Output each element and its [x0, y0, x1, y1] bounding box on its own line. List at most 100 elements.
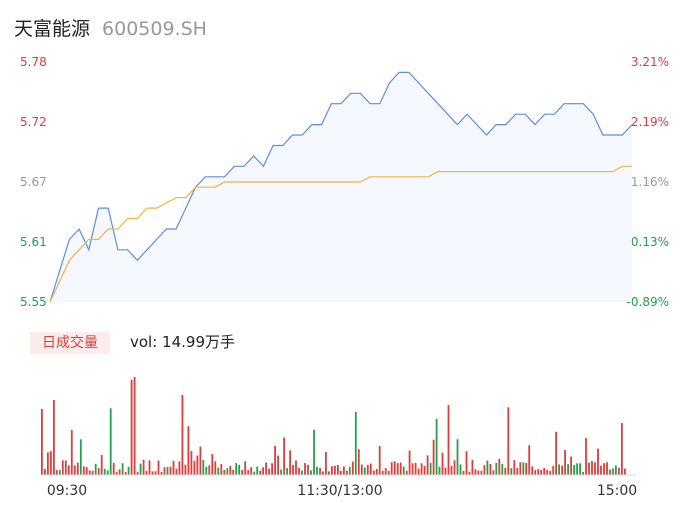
volume-bar	[109, 408, 112, 475]
volume-bar	[346, 470, 348, 475]
volume-bar	[220, 464, 223, 475]
volume-bar	[190, 451, 193, 475]
volume-bar	[438, 467, 441, 475]
volume-bar	[223, 470, 226, 475]
volume-bar	[582, 471, 584, 475]
volume-bars	[41, 377, 626, 476]
volume-bar	[390, 462, 393, 475]
y-axis-left: 5.78 5.72 5.67 5.61 5.55	[20, 55, 47, 309]
volume-bar	[348, 466, 351, 475]
volume-bar	[94, 463, 97, 475]
volume-bar	[322, 471, 324, 475]
volume-bar	[573, 465, 575, 475]
volume-bar	[591, 461, 593, 475]
volume-bar	[208, 465, 211, 475]
volume-bar	[178, 461, 181, 475]
volume-bar	[489, 464, 492, 475]
volume-bar	[64, 460, 67, 475]
volume-bar	[594, 462, 596, 475]
volume-bar	[181, 395, 184, 475]
volume-bar	[585, 438, 587, 475]
volume-bar	[50, 451, 52, 475]
volume-bar	[133, 377, 136, 475]
volume-bar	[199, 446, 202, 475]
volume-bar	[289, 450, 291, 475]
volume-bar	[567, 464, 569, 475]
volume-bar	[606, 462, 608, 475]
volume-bar	[334, 465, 336, 475]
volume-bar	[564, 450, 566, 475]
y-tick-left-4: 5.55	[20, 295, 47, 309]
volume-bar	[61, 460, 64, 475]
volume-bar	[229, 465, 232, 475]
volume-prefix: vol:	[130, 333, 163, 351]
volume-bar	[145, 471, 148, 475]
volume-bar	[304, 463, 306, 475]
volume-bar	[247, 470, 250, 475]
y-axis-right: 3.21% 2.19% 1.16% 0.13% -0.89%	[627, 55, 669, 309]
volume-bar	[157, 460, 160, 475]
volume-bar	[540, 470, 543, 475]
volume-bar	[558, 464, 560, 475]
volume-bar	[121, 463, 124, 475]
volume-bar	[82, 466, 85, 475]
volume-bar	[360, 464, 363, 475]
volume-bar	[262, 467, 264, 475]
volume-bar	[552, 465, 555, 475]
volume-bar	[41, 409, 43, 475]
volume-bar	[387, 470, 390, 475]
volume-bar	[175, 468, 178, 475]
volume-bar	[375, 468, 378, 475]
y-tick-left-0: 5.78	[20, 55, 47, 69]
y-tick-right-2: 1.16%	[631, 175, 669, 189]
volume-bar	[127, 466, 130, 475]
volume-bar	[405, 470, 408, 475]
volume-label-tag: 日成交量	[30, 332, 110, 354]
volume-bar	[307, 464, 309, 475]
volume-bar	[112, 463, 115, 475]
volume-bar	[369, 463, 372, 475]
volume-bar	[85, 467, 88, 475]
volume-bar	[316, 466, 318, 475]
volume-bar	[298, 468, 300, 475]
volume-bar	[381, 471, 384, 475]
volume-bar	[184, 464, 187, 475]
volume-bar	[444, 467, 447, 475]
y-tick-left-1: 5.72	[20, 115, 47, 129]
volume-bar	[154, 471, 157, 475]
volume-bar	[44, 469, 46, 475]
volume-bar	[55, 470, 58, 475]
volume-bar	[79, 439, 82, 475]
volume-bar	[546, 469, 549, 475]
volume-bar	[516, 467, 519, 475]
volume-bar	[480, 470, 483, 475]
volume-bar	[193, 461, 196, 475]
volume-bar	[459, 464, 462, 475]
volume-bar	[160, 472, 163, 475]
volume-bar	[615, 465, 617, 476]
volume-bar	[343, 466, 345, 475]
volume-bar	[76, 462, 79, 475]
volume-bar	[354, 411, 357, 475]
volume-bar	[331, 466, 333, 475]
volume-bar	[351, 461, 354, 475]
volume-bar	[597, 448, 599, 475]
volume-bar	[241, 469, 244, 475]
volume-bar	[507, 407, 510, 475]
volume-bar	[310, 470, 312, 475]
volume-bar	[340, 470, 342, 475]
volume-bar	[268, 468, 270, 475]
volume-bar	[522, 462, 525, 475]
volume-bar	[124, 471, 127, 475]
volume-bar	[408, 450, 411, 475]
volume-bar	[618, 467, 620, 475]
volume-bar	[244, 461, 247, 475]
volume-bar	[432, 439, 435, 475]
volume-bar	[118, 469, 121, 475]
volume-bar	[366, 464, 369, 475]
volume-bar	[501, 463, 504, 475]
volume-bar	[600, 465, 602, 475]
price-line	[49, 71, 633, 303]
volume-bar	[301, 470, 303, 475]
volume-bar	[256, 466, 259, 475]
